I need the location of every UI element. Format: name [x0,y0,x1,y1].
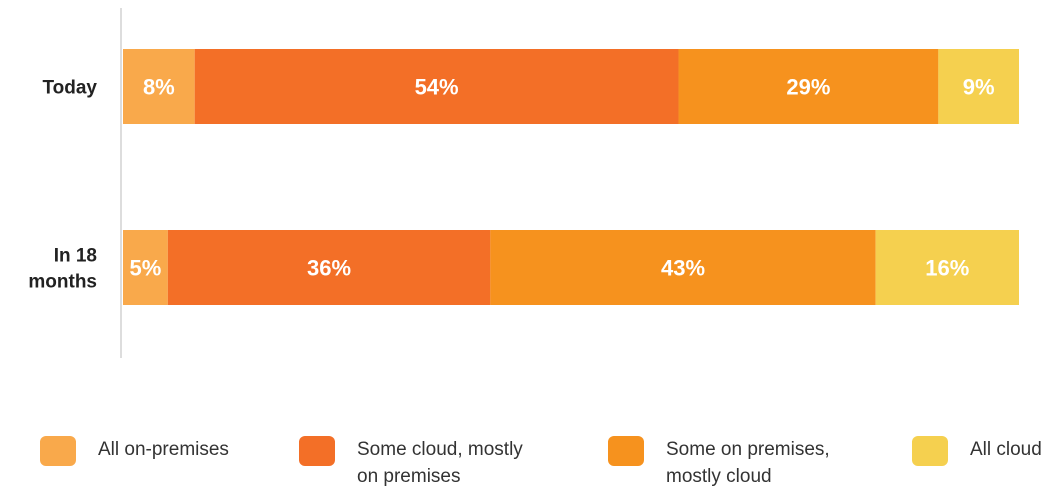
data-label: 5% [130,256,162,281]
bar-segment [678,49,939,124]
category-label: In 18 months [28,246,97,293]
data-label: 29% [786,75,830,100]
bar-segment [875,230,1019,305]
data-label: 16% [925,256,969,281]
bar-segment [490,230,876,305]
data-label: 54% [415,75,459,100]
bar-segment [194,49,679,124]
bar-segment [123,49,195,124]
category-label: Today [42,78,97,99]
data-label: 36% [307,256,351,281]
data-label: 8% [143,75,175,100]
bar-segment [123,230,168,305]
bar-segment [938,49,1019,124]
data-label: 43% [661,256,705,281]
data-label: 9% [963,75,995,100]
bar-segment [167,230,491,305]
